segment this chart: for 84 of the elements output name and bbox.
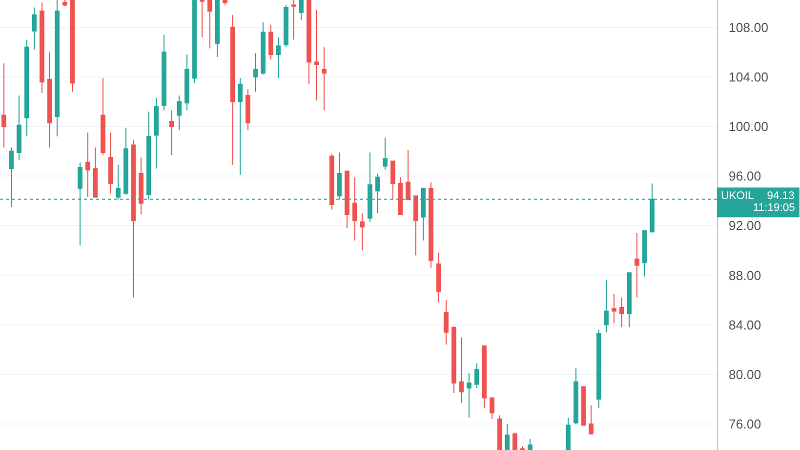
candlestick — [352, 176, 358, 241]
candlestick — [459, 336, 464, 404]
candlestick — [504, 423, 510, 450]
candlestick — [619, 297, 624, 328]
y-tick-label: 84.00 — [728, 317, 762, 332]
candlestick — [306, 0, 312, 85]
candlestick — [70, 0, 75, 92]
candlestick — [40, 2, 44, 94]
candlestick — [626, 272, 632, 328]
candlestick — [428, 182, 434, 268]
candlestick — [604, 280, 609, 333]
candlestick — [298, 0, 304, 20]
candlestick — [360, 212, 365, 251]
candlestick — [382, 137, 388, 170]
candlestick — [92, 147, 98, 198]
candlestick — [634, 232, 640, 298]
candlestick — [108, 132, 113, 194]
candlestick — [436, 252, 441, 303]
candlestick — [413, 195, 418, 256]
candlestick — [406, 150, 410, 200]
candlestick — [574, 368, 578, 424]
candlestick — [444, 300, 449, 346]
candlestick — [32, 6, 37, 50]
candlestick — [138, 156, 144, 215]
candlestick — [176, 94, 182, 131]
candlestick — [169, 110, 174, 156]
candlestick — [566, 417, 571, 450]
candlestick — [54, 0, 60, 137]
candlestick — [482, 345, 487, 408]
candlestick — [85, 132, 90, 198]
candlestick — [215, 0, 220, 58]
candlestick — [123, 127, 128, 196]
candlestick — [260, 22, 266, 75]
candlestick — [490, 397, 494, 420]
y-tick-label: 92.00 — [728, 218, 762, 234]
candlestick — [314, 9, 319, 101]
candlestick — [222, 0, 228, 6]
candlestick — [268, 24, 274, 60]
candlestick — [276, 36, 281, 79]
candlestick — [398, 176, 403, 215]
candlestick — [596, 329, 602, 408]
candlestick — [253, 52, 258, 92]
candlestick — [291, 0, 296, 40]
y-tick-label: 96.00 — [728, 168, 762, 184]
y-tick-label: 108.00 — [728, 20, 768, 35]
candlestick — [47, 52, 52, 148]
y-tick-label: 104.00 — [728, 69, 768, 84]
candlestick — [344, 170, 350, 229]
candlestick — [512, 432, 518, 450]
candlestick — [24, 39, 30, 137]
candlestick — [322, 46, 327, 111]
candlestick — [528, 438, 532, 450]
candlestick — [207, 0, 212, 49]
candlestick — [451, 326, 456, 394]
y-tick-label: 100.00 — [728, 119, 768, 134]
candlestick — [390, 160, 396, 200]
y-tick-label: 80.00 — [728, 366, 762, 382]
candlestick — [246, 88, 250, 131]
candlestick — [1, 62, 6, 148]
candlestick — [162, 34, 166, 111]
candlestick — [184, 54, 190, 111]
candlestick — [612, 293, 616, 324]
candlestick — [62, 0, 68, 7]
candlestick — [16, 94, 22, 160]
ref-line-label: UKOIL — [721, 190, 754, 202]
candlestick — [466, 372, 472, 418]
candlestick — [284, 4, 288, 48]
y-tick-label: 88.00 — [728, 268, 762, 283]
candlestick — [329, 153, 334, 210]
candlestick — [100, 78, 106, 156]
y-tick-label: 76.00 — [728, 416, 762, 432]
candlestick — [497, 414, 502, 450]
candlestick — [588, 404, 594, 434]
candlestick — [474, 362, 480, 389]
candlestick — [230, 14, 236, 166]
candlestick — [642, 230, 647, 277]
candlestick — [131, 140, 136, 298]
candlestick — [192, 0, 197, 84]
candlestick — [154, 97, 159, 170]
candlestick — [238, 78, 243, 176]
candlestick — [200, 0, 204, 38]
text: 11:19:05 — [753, 202, 796, 214]
text: 94.13 — [767, 190, 795, 202]
candlestick — [581, 386, 586, 426]
